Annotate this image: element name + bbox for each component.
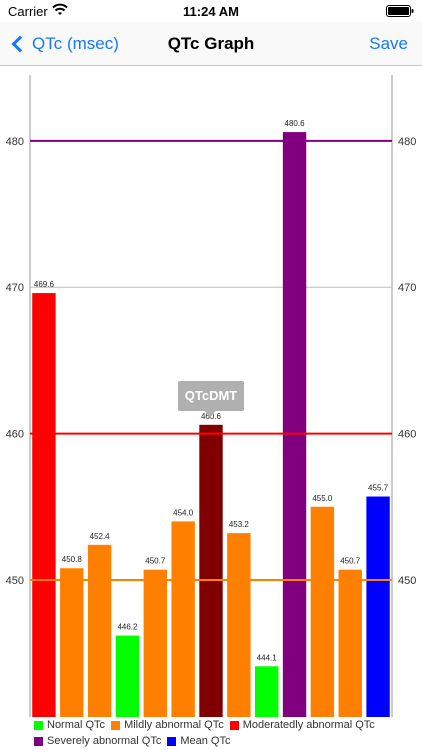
legend-swatch — [34, 720, 43, 730]
legend-swatch — [167, 736, 177, 746]
chart-bar — [143, 569, 168, 717]
chart-bar — [254, 666, 279, 717]
tooltip-arrow — [204, 410, 216, 418]
legend-label: Severely abnormal QTc — [47, 735, 162, 747]
navigation-bar: QTc (msec) QTc Graph Save — [0, 22, 422, 66]
bar-value-label: 450.8 — [62, 555, 83, 564]
legend-label: Normal QTc — [47, 719, 106, 731]
chart-bar — [366, 496, 390, 717]
legend-label: Moderatedly abnormal QTc — [242, 719, 375, 731]
legend-swatch — [111, 720, 121, 730]
chart-bar — [60, 568, 84, 717]
y-tick-label-left: 470 — [6, 282, 24, 294]
wifi-icon — [52, 3, 68, 15]
legend-label: Mean QTc — [180, 735, 231, 747]
y-tick-label-left: 480 — [6, 136, 24, 148]
bar-value-label: 453.2 — [229, 520, 250, 529]
back-button[interactable]: QTc (msec) — [8, 30, 119, 58]
legend-row: Normal QTc Mildly abnormal QTc Moderatedly… — [34, 718, 422, 732]
chart-bar — [171, 521, 195, 717]
chart-bar — [32, 293, 56, 717]
bar-value-label: 469.6 — [34, 280, 55, 289]
y-tick-label-right: 480 — [398, 136, 416, 148]
bar-value-label: 455.0 — [312, 494, 333, 503]
chart-bar — [282, 132, 307, 717]
carrier-label: Carrier — [8, 4, 48, 19]
chart-bar — [199, 424, 223, 717]
chart-bar — [87, 544, 112, 717]
legend-label: Mildly abnormal QTc — [124, 719, 224, 731]
y-tick-label-right: 460 — [398, 429, 416, 441]
bar-value-label: 455.7 — [368, 484, 389, 493]
y-tick-label-left: 460 — [6, 429, 24, 441]
chart-bar — [310, 506, 335, 717]
chart-legend: Normal QTc Mildly abnormal QTc Moderatedly… — [34, 718, 422, 750]
legend-item: Mean QTc — [167, 735, 230, 747]
status-bar: Carrier 11:24 AM — [0, 0, 422, 22]
bar-value-label: 450.7 — [340, 557, 361, 566]
chart-bar — [115, 635, 140, 717]
bar-value-label: 480.6 — [285, 119, 306, 128]
chart-bar — [338, 569, 362, 717]
legend-row: Severely abnormal QTc Mean QTc — [34, 734, 422, 748]
legend-swatch — [229, 720, 239, 730]
bar-value-label: 454.0 — [173, 508, 194, 517]
bar-tooltip: QTcDMT — [178, 381, 244, 411]
save-button[interactable]: Save — [369, 34, 408, 53]
legend-item: Mildly abnormal QTc — [111, 719, 224, 731]
bar-value-label: 452.4 — [90, 532, 111, 541]
bar-value-label: 446.2 — [117, 623, 138, 632]
legend-swatch — [34, 736, 43, 746]
legend-item: Normal QTc — [34, 719, 105, 731]
y-tick-label-right: 450 — [398, 575, 416, 587]
back-button-label: QTc (msec) — [32, 34, 119, 53]
qtc-bar-chart: 450 450 460 460 470 470 480 480 469.6 450.8 452.4 4… — [6, 75, 416, 717]
chart-bar — [227, 533, 251, 717]
y-tick-label-left: 450 — [6, 575, 24, 587]
status-time: 11:24 AM — [183, 4, 239, 19]
bar-value-label: 444.1 — [257, 653, 278, 662]
y-tick-label-right: 470 — [398, 282, 416, 294]
legend-item: Severely abnormal QTc — [34, 735, 161, 747]
battery-icon — [386, 5, 414, 17]
bar-value-label: 450.7 — [145, 557, 166, 566]
chevron-left-icon — [11, 35, 29, 53]
legend-item: Moderatedly abnormal QTc — [229, 719, 375, 731]
